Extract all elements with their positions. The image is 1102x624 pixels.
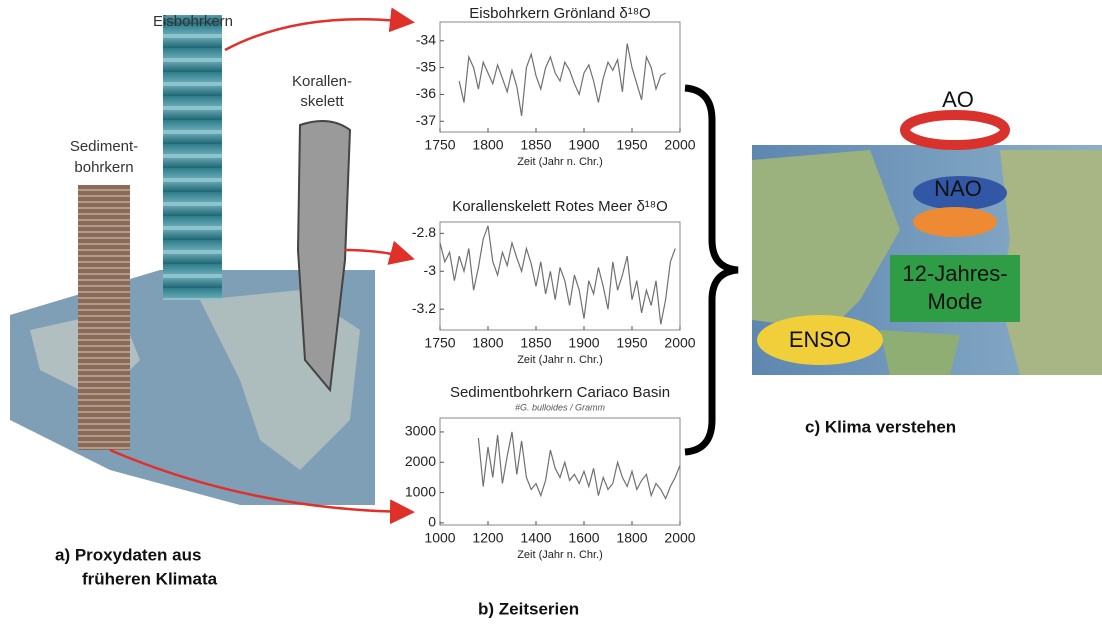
arrow: [109, 448, 415, 525]
plot-frame: [439, 417, 681, 526]
mode-label: NAO: [934, 176, 982, 201]
y-tick-label: 2000: [405, 453, 436, 469]
x-tick-label: 1900: [568, 335, 599, 351]
coral: [296, 120, 352, 393]
chart-title: Eisbohrkern Grönland δ¹⁸O: [469, 5, 650, 22]
x-axis-label: Zeit (Jahr n. Chr.): [517, 156, 603, 168]
plot-frame: [439, 221, 681, 331]
y-tick-label: -34: [416, 31, 436, 47]
x-tick-label: 1950: [616, 335, 647, 351]
data-line: [477, 431, 681, 501]
mode-label: ENSO: [789, 327, 851, 352]
panel-label: c) Klima verstehen: [805, 417, 956, 436]
x-tick-label: 1900: [568, 137, 599, 153]
x-axis-label: Zeit (Jahr n. Chr.): [517, 354, 603, 366]
chart-title: Korallenskelett Rotes Meer δ¹⁸O: [452, 198, 668, 215]
label: Eisbohrkern: [153, 13, 233, 30]
enso-shape: [757, 315, 883, 365]
y-tick-label: -36: [416, 85, 436, 101]
y-tick-label: -37: [416, 112, 436, 128]
brace: [684, 84, 739, 456]
x-tick-label: 1400: [520, 530, 551, 546]
ao-ring: [900, 110, 1010, 150]
y-tick-label: -3: [424, 262, 437, 278]
x-tick-label: 1750: [424, 137, 455, 153]
land: [752, 150, 900, 330]
x-tick-label: 1600: [568, 530, 599, 546]
label: Korallen-: [292, 73, 352, 90]
land: [880, 330, 960, 375]
x-tick-label: 1950: [616, 137, 647, 153]
x-tick-label: 1200: [472, 530, 503, 546]
x-tick-label: 1850: [520, 137, 551, 153]
y-tick-label: 3000: [405, 423, 436, 439]
arrow: [344, 240, 415, 265]
x-tick-label: 1850: [520, 335, 551, 351]
mode-label: 12-Jahres-: [902, 261, 1007, 286]
mode-label: AO: [942, 87, 974, 112]
label: skelett: [300, 93, 344, 110]
y-tick-label: 0: [428, 514, 436, 530]
chart-title: Sedimentbohrkern Cariaco Basin: [450, 384, 670, 401]
x-tick-label: 1000: [424, 530, 455, 546]
panel-label: a) Proxydaten aus: [55, 545, 201, 564]
x-tick-label: 2000: [664, 530, 695, 546]
label: bohrkern: [74, 159, 133, 176]
label: Sediment-: [70, 138, 138, 155]
data-line: [458, 43, 666, 116]
x-tick-label: 2000: [664, 335, 695, 351]
mode-label: Mode: [927, 289, 982, 314]
sediment-core: [78, 185, 130, 450]
ice-core: [163, 15, 222, 300]
chart-subtitle: #G. bulloides / Gramm: [515, 402, 606, 412]
x-tick-label: 1750: [424, 335, 455, 351]
arrow: [224, 7, 415, 52]
mode-box: [890, 255, 1020, 322]
data-line: [439, 225, 676, 325]
nao-shape: [913, 207, 997, 237]
land: [1000, 150, 1102, 375]
x-axis-label: Zeit (Jahr n. Chr.): [517, 549, 603, 561]
x-tick-label: 2000: [664, 137, 695, 153]
x-tick-label: 1800: [616, 530, 647, 546]
panel-label: früheren Klimata: [82, 569, 218, 588]
x-tick-label: 1800: [472, 335, 503, 351]
y-tick-label: -2.8: [412, 224, 436, 240]
x-tick-label: 1800: [472, 137, 503, 153]
panel-label: b) Zeitserien: [478, 599, 579, 618]
nao-shape: [913, 176, 1007, 210]
y-tick-label: 1000: [405, 483, 436, 499]
y-tick-label: -35: [416, 58, 436, 74]
y-tick-label: -3.2: [412, 300, 436, 316]
